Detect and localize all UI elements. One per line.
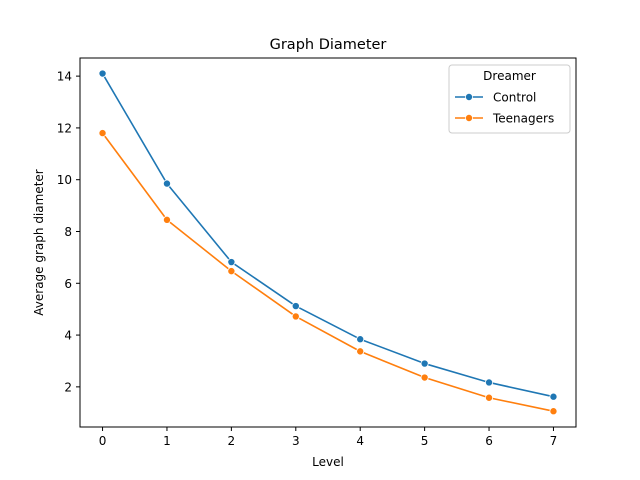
legend-entry: Control	[455, 91, 536, 105]
y-tick-label: 6	[64, 277, 72, 291]
data-point	[356, 335, 365, 344]
x-tick-label: 2	[228, 434, 236, 448]
x-tick-label: 5	[421, 434, 429, 448]
legend-entries: Control Teenagers	[455, 91, 554, 126]
legend-entry: Teenagers	[455, 112, 554, 126]
series-layer	[98, 69, 558, 416]
x-tick-label: 7	[550, 434, 558, 448]
data-point	[98, 129, 107, 138]
y-tick-label: 2	[64, 380, 72, 394]
x-tick-label: 4	[356, 434, 364, 448]
series-teenagers	[98, 129, 558, 416]
data-point	[420, 373, 429, 382]
series-line	[101, 73, 554, 398]
chart-title: Graph Diameter	[270, 37, 387, 53]
x-tick-label: 6	[485, 434, 493, 448]
series-control	[98, 69, 558, 401]
data-point	[227, 258, 236, 267]
data-point	[549, 392, 558, 401]
legend-label: Control	[493, 91, 536, 105]
legend-swatch-marker	[464, 93, 473, 102]
x-tick-label: 3	[292, 434, 300, 448]
data-point	[420, 359, 429, 368]
data-point	[549, 407, 558, 416]
legend-swatch-marker	[464, 114, 473, 123]
y-tick-label: 12	[57, 121, 72, 135]
y-axis-label: Average graph diameter	[32, 169, 46, 315]
data-point	[356, 347, 365, 356]
y-tick-label: 14	[57, 70, 72, 84]
x-tick-label: 1	[163, 434, 171, 448]
legend-label: Teenagers	[492, 112, 554, 126]
data-point	[227, 267, 236, 276]
y-tick-label: 4	[64, 329, 72, 343]
legend-box	[448, 64, 571, 134]
data-point	[485, 393, 494, 402]
plot-area-frame	[79, 57, 577, 428]
data-point	[162, 215, 171, 224]
y-tick-label: 10	[57, 173, 72, 187]
data-point	[291, 302, 300, 311]
data-point	[98, 69, 107, 78]
x-axis-label: Level	[312, 455, 344, 469]
x-axis: 0 1 2 3 4 5 6 7	[99, 427, 558, 448]
y-tick-label: 8	[64, 225, 72, 239]
y-axis: 2 4 6 8 10 12 14	[57, 70, 80, 394]
data-point	[291, 312, 300, 321]
x-tick-label: 0	[99, 434, 107, 448]
data-point	[485, 378, 494, 387]
legend: Dreamer Control Teenagers	[448, 64, 571, 134]
series-line	[101, 132, 554, 412]
data-point	[162, 179, 171, 188]
legend-title: Dreamer	[483, 69, 536, 83]
